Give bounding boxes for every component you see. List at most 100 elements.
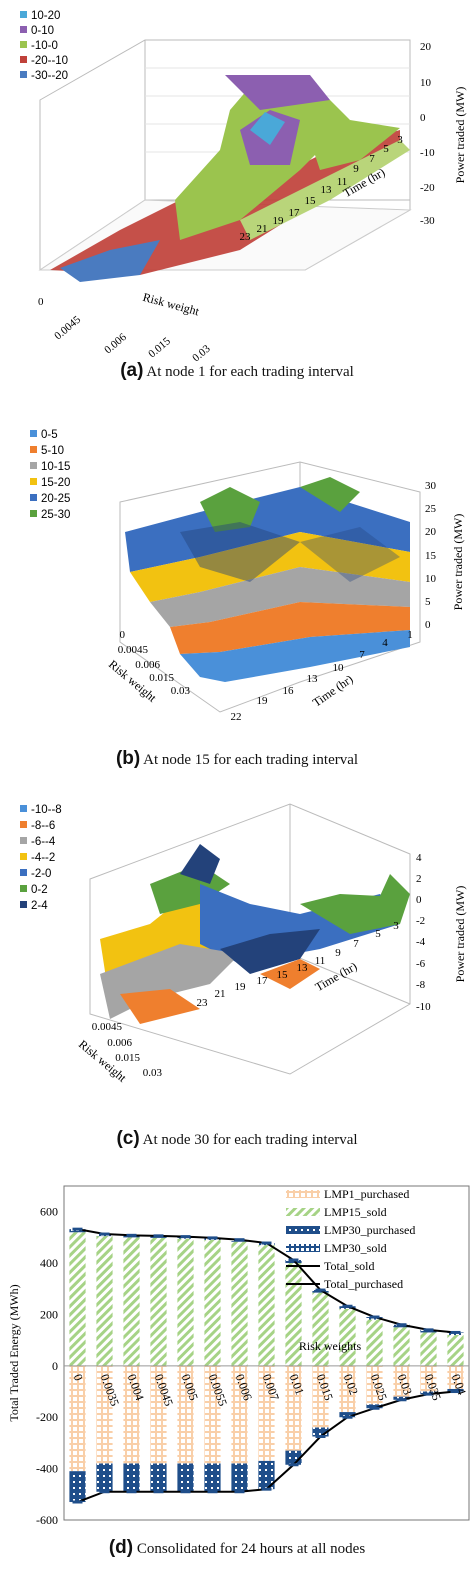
x-tick: 15: [305, 195, 317, 207]
x-tick: 19: [273, 215, 285, 227]
legend-item: Total_sold: [324, 1259, 375, 1273]
x-tick: 1: [407, 629, 413, 641]
caption-label: (b): [115, 748, 141, 769]
z-tick: 0: [425, 619, 431, 631]
x-tick-label: 0.04: [449, 1372, 469, 1397]
z-tick: -4: [416, 936, 426, 948]
legend-item: 25-30: [41, 509, 70, 521]
z-axis-title: Power traded (MW): [453, 886, 467, 983]
bar-lmp30-purchased: [231, 1463, 248, 1492]
legend-item: 5-10: [41, 445, 64, 457]
y-ticks: 600 400 200 0 -200 -400 -600: [36, 1205, 469, 1527]
z-tick: 10: [420, 77, 432, 89]
x-tick: 9: [353, 163, 359, 175]
z-axis-title: Power traded (MW): [453, 87, 467, 184]
bar-lmp1-purchased: [366, 1365, 383, 1405]
caption-a: (a) At node 1 for each trading interval: [0, 360, 474, 382]
legend-swatch: [286, 1244, 320, 1252]
caption-text: At node 15 for each trading interval: [143, 752, 359, 768]
bar-lmp30-purchased: [366, 1404, 383, 1409]
x-tick-label: 0: [71, 1372, 86, 1382]
bars: [69, 1229, 464, 1503]
bar-lmp15-sold: [150, 1237, 167, 1366]
y-tick-label: 200: [40, 1307, 58, 1321]
legend-item: LMP15_sold: [324, 1205, 387, 1219]
z-tick: 20: [425, 526, 437, 538]
z-tick: 2: [416, 873, 422, 885]
caption-b: (b) At node 15 for each trading interval: [0, 748, 474, 770]
legend-d: LMP1_purchased LMP15_sold LMP30_purchase…: [286, 1187, 415, 1291]
surface-chart-c: -10--8 -8--6 -6--4 -4--2 -2-0 0-2 2-4 4 …: [20, 803, 467, 1085]
x-tick: 17: [257, 975, 269, 987]
caption-text: At node 30 for each trading interval: [142, 1132, 358, 1148]
bar-lmp1-purchased: [204, 1365, 221, 1464]
x-tick: 19: [257, 695, 269, 707]
x-tick: 7: [359, 649, 365, 661]
x-tick: 7: [369, 153, 375, 165]
legend-b: 0-5 5-10 10-15 15-20 20-25 25-30: [30, 429, 70, 521]
z-tick: 20: [420, 41, 432, 53]
legend-item: -20--10: [31, 55, 68, 67]
x-axis-title: Risk weights: [299, 1339, 362, 1353]
bar-lmp15-sold: [69, 1232, 86, 1366]
bar-lmp15-sold: [339, 1308, 356, 1366]
x-tick: 13: [307, 673, 319, 685]
legend-item: LMP1_purchased: [324, 1187, 409, 1201]
x-tick: 5: [375, 928, 381, 940]
y-tick-label: 600: [40, 1205, 58, 1219]
legend-c: -10--8 -8--6 -6--4 -4--2 -2-0 0-2 2-4: [20, 804, 62, 912]
y-axis-title: Total Traded Energy (MWh): [7, 1284, 21, 1421]
legend-swatch: [286, 1226, 320, 1234]
y-tick: 0: [38, 296, 44, 308]
z-tick: -10: [416, 1001, 431, 1013]
x-tick: 23: [240, 231, 252, 243]
y-tick-label: -200: [36, 1410, 58, 1424]
x-tick-label: 0.03: [395, 1372, 415, 1397]
bar-lmp15-sold: [393, 1327, 410, 1366]
z-tick: 30: [425, 480, 437, 492]
bar-lmp15-sold: [420, 1332, 437, 1366]
bar-lmp15-sold: [285, 1263, 302, 1366]
legend-item: 10-20: [31, 10, 60, 22]
bar-lmp1-purchased: [177, 1365, 194, 1464]
z-tick: -20: [420, 182, 435, 194]
z-tick: -30: [420, 215, 435, 227]
bar-lmp1-purchased: [69, 1365, 86, 1472]
y-tick: 0.0045: [52, 313, 83, 342]
bar-lmp15-sold: [123, 1237, 140, 1366]
bar-lmp30-purchased: [312, 1427, 329, 1437]
x-tick: 21: [215, 988, 226, 1000]
z-tick: -2: [416, 915, 425, 927]
legend-item: -10-0: [31, 40, 58, 52]
bar-lmp15-sold: [258, 1245, 275, 1366]
y-tick-label: -600: [36, 1513, 58, 1527]
bar-lmp1-purchased: [285, 1365, 302, 1451]
legend-item: 0-10: [31, 25, 54, 37]
surface-chart-b: 0-5 5-10 10-15 15-20 20-25 25-30 30 25 2…: [30, 429, 465, 723]
z-tick: -8: [416, 979, 426, 991]
bar-lmp1-purchased: [447, 1365, 464, 1389]
bar-lmp15-sold: [366, 1319, 383, 1366]
bar-lmp15-sold: [96, 1236, 113, 1366]
bar-lmp30-sold: [69, 1229, 86, 1233]
x-tick: 3: [393, 920, 399, 932]
caption-d: (d) Consolidated for 24 hours at all nod…: [0, 1537, 474, 1559]
legend-item: Total_purchased: [324, 1277, 403, 1291]
bar-lmp30-purchased: [339, 1412, 356, 1418]
bar-lmp30-purchased: [69, 1471, 86, 1503]
bar-lmp30-purchased: [177, 1463, 194, 1492]
x-tick: 4: [382, 637, 388, 649]
legend-item: -8--6: [31, 820, 55, 832]
bar-lmp30-purchased: [96, 1463, 113, 1492]
x-tick: 15: [277, 969, 289, 981]
bar-lmp1-purchased: [123, 1365, 140, 1464]
panel-b: 0-5 5-10 10-15 15-20 20-25 25-30 30 25 2…: [0, 392, 474, 784]
legend-item: -2-0: [31, 868, 51, 880]
bar-lmp15-sold: [447, 1335, 464, 1366]
x-tick-label: 0.01: [287, 1372, 307, 1397]
x-tick: 3: [397, 134, 403, 146]
bar-lmp15-sold: [231, 1241, 248, 1366]
bar-lmp15-sold: [204, 1239, 221, 1366]
legend-item: 20-25: [41, 493, 70, 505]
bar-lmp1-purchased: [96, 1365, 113, 1464]
